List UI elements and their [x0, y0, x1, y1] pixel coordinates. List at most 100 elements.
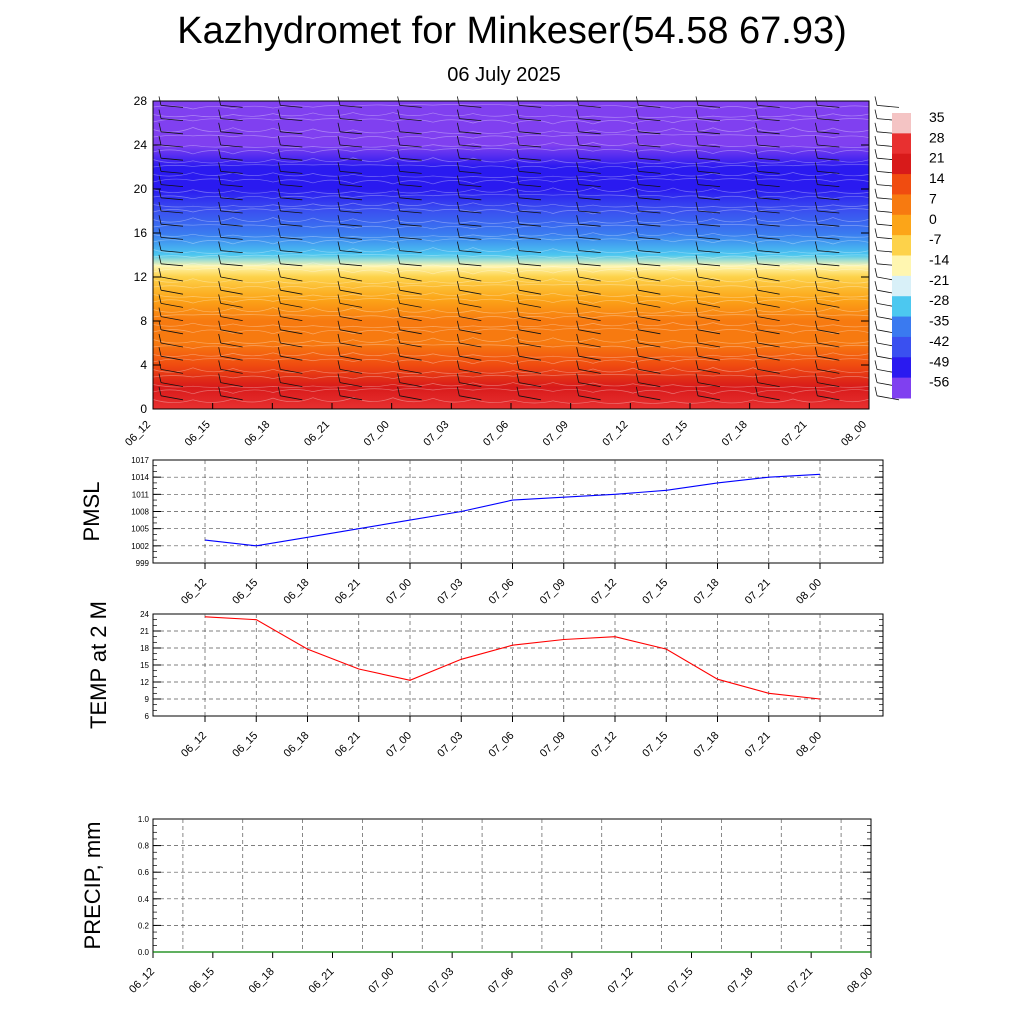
y-tick-label: 1011 — [132, 490, 150, 499]
wind-barb-flag — [576, 228, 580, 238]
wind-barb-flag — [337, 307, 341, 317]
x-tick-label: 07_21 — [743, 577, 773, 607]
x-tick-label: 07_06 — [487, 577, 517, 607]
x-tick-label: 07_12 — [606, 966, 636, 996]
wind-barb-flag — [695, 281, 699, 291]
wind-barb — [220, 369, 243, 374]
wind-barb — [757, 355, 780, 361]
x-tick-label: 06_15 — [230, 577, 260, 607]
wind-barb-flag — [576, 294, 580, 304]
colorbar-swatch — [892, 113, 911, 134]
wind-barb — [280, 276, 303, 282]
wind-barb — [638, 223, 661, 227]
wind-barb-flag — [456, 360, 460, 370]
wind-barb-flag — [456, 254, 460, 264]
wind-barb — [578, 197, 601, 201]
contour-line — [152, 307, 874, 314]
wind-barb-flag — [874, 267, 878, 278]
wind-barbs — [158, 96, 900, 401]
colorbar-label: 0 — [929, 211, 937, 227]
wind-barb-flag — [456, 320, 460, 330]
wind-barb — [399, 105, 422, 108]
wind-barb-flag — [814, 215, 818, 225]
wind-barb-flag — [397, 109, 401, 119]
wind-barb-flag — [456, 215, 460, 225]
wind-barb-flag — [874, 188, 878, 198]
wind-barb — [817, 144, 840, 148]
wind-barb-flag — [337, 254, 341, 264]
wind-barb-flag — [755, 175, 759, 185]
wind-barb — [220, 144, 243, 148]
wind-barb-flag — [576, 122, 580, 132]
wind-barb — [638, 276, 661, 282]
wind-barb-flag — [874, 281, 878, 291]
wind-barb — [280, 131, 303, 135]
wind-barb — [638, 131, 661, 135]
wind-barb-flag — [337, 386, 341, 396]
wind-barb-flag — [814, 307, 818, 317]
wind-barb — [220, 171, 243, 174]
wind-barb-flag — [516, 281, 520, 291]
wind-barb-flag — [158, 347, 162, 357]
wind-barb — [339, 210, 363, 214]
wind-barb-flag — [277, 215, 281, 225]
wind-barb-flag — [695, 135, 699, 146]
wind-barb-flag — [337, 347, 341, 357]
wind-barb — [638, 342, 661, 348]
wind-barb — [757, 382, 780, 387]
wind-barb-flag — [755, 347, 759, 357]
wind-barb-flag — [755, 360, 759, 370]
wind-barb — [638, 105, 661, 108]
wind-barb — [757, 276, 780, 282]
wind-barb — [220, 118, 243, 121]
wind-barb — [399, 118, 422, 121]
wind-barb-flag — [397, 135, 401, 146]
wind-barb — [757, 250, 780, 253]
wind-barb — [160, 171, 184, 174]
wind-barb — [697, 118, 721, 121]
x-tick-label: 07_21 — [743, 730, 773, 760]
wind-barb-flag — [456, 135, 460, 146]
x-tick-label: 07_06 — [486, 966, 516, 996]
y-tick-label: 16 — [134, 226, 148, 240]
wind-barb — [220, 329, 243, 335]
wind-barb — [280, 342, 303, 348]
x-tick-label: 06_21 — [333, 730, 363, 760]
wind-barb-flag — [635, 294, 639, 304]
wind-barb-flag — [576, 386, 580, 396]
wind-barb — [578, 210, 601, 214]
y-tick-label: 1002 — [131, 542, 149, 551]
wind-barb-flag — [218, 215, 222, 225]
wind-barb — [638, 157, 661, 161]
x-tick-label: 07_12 — [589, 730, 619, 760]
wind-barb — [697, 237, 721, 240]
wind-barb-flag — [576, 188, 580, 198]
wind-barb — [817, 355, 840, 361]
wind-barb-flag — [635, 373, 639, 383]
wind-barb-flag — [277, 135, 281, 146]
wind-barb-flag — [576, 175, 580, 185]
colorbar-label: -7 — [929, 231, 942, 247]
wind-barb — [459, 118, 482, 121]
colorbar-swatch — [892, 214, 911, 236]
wind-barb — [459, 395, 482, 401]
contour-line — [152, 127, 874, 134]
wind-barb — [280, 316, 303, 321]
wind-barb-flag — [158, 109, 162, 119]
wind-barb — [459, 369, 482, 374]
wind-barb-flag — [158, 201, 162, 212]
wind-barb-flag — [218, 294, 222, 304]
x-tick-label: 07_18 — [692, 730, 722, 760]
x-tick-label: 07_09 — [546, 966, 576, 996]
wind-barb — [339, 237, 363, 240]
wind-barb — [339, 395, 363, 401]
wind-barb — [697, 342, 721, 348]
wind-barb — [160, 105, 184, 108]
wind-barb — [280, 157, 303, 161]
wind-barb-flag — [576, 360, 580, 370]
wind-barb — [578, 303, 601, 308]
wind-barb — [220, 250, 243, 253]
wind-barb-flag — [635, 175, 639, 185]
wind-barb-flag — [456, 307, 460, 317]
wind-barb — [280, 223, 303, 227]
